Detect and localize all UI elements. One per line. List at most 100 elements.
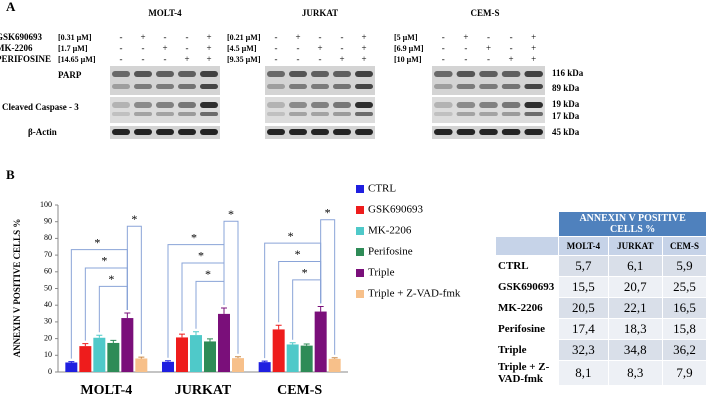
blot-band [479, 112, 498, 116]
blot-label: Cleaved Caspase - 3 [2, 102, 79, 112]
blot-band [434, 71, 453, 77]
marker-label: 89 kDa [552, 83, 580, 93]
significance-label: * [191, 230, 197, 244]
panel-label: A [6, 0, 16, 14]
treatment-sign: + [317, 43, 322, 53]
error-bar [235, 356, 241, 359]
treatment-sign: - [319, 54, 322, 64]
blot-box [432, 97, 545, 123]
x-tick-label: CEM-S [277, 383, 322, 398]
blot-band [156, 129, 174, 135]
blot-band [289, 102, 307, 108]
concentration: [0.21 µM] [227, 33, 261, 42]
y-tick-label: 60 [44, 267, 52, 276]
blot-box [110, 66, 220, 95]
blot-band [267, 84, 285, 89]
treatment-sign: - [297, 43, 300, 53]
significance-label: * [205, 267, 211, 281]
blot-box [432, 66, 545, 95]
significance-label: * [228, 207, 234, 221]
blot-band [156, 71, 174, 77]
significance-label: * [288, 229, 294, 243]
y-tick-label: 30 [44, 317, 52, 326]
treatment-sign: + [140, 32, 145, 42]
significance-bracket [181, 262, 225, 332]
marker-label: 116 kDa [552, 68, 584, 78]
error-bar [193, 331, 199, 336]
blot-band [178, 102, 196, 108]
bar [300, 345, 313, 372]
blot-band [501, 112, 521, 116]
treatment-sign: + [531, 54, 536, 64]
blot-band [178, 129, 196, 135]
cell: 20,5 [558, 297, 609, 319]
blot-band [178, 112, 196, 116]
blot-band [479, 129, 498, 135]
blot-band [112, 102, 130, 108]
error-bar [289, 342, 296, 345]
y-tick-label: 50 [44, 283, 52, 292]
treatment-sign: + [531, 43, 536, 53]
bar [272, 329, 285, 372]
bar [121, 318, 134, 372]
bar [135, 358, 148, 372]
treatment-sign: + [206, 54, 211, 64]
error-bar [110, 339, 117, 343]
blot-band [156, 112, 174, 116]
bar [190, 335, 202, 372]
significance-label: * [94, 235, 100, 249]
concentration: [4.5 µM] [227, 44, 257, 53]
blot-band [112, 129, 130, 135]
column-header: CEM-S [662, 236, 707, 256]
blot-band [289, 129, 307, 135]
blot-band [434, 102, 453, 108]
error-bar [221, 307, 227, 314]
blot-band [524, 112, 543, 116]
concentration: [9.35 µM] [227, 55, 261, 64]
cell-line-name: MOLT-4 [148, 8, 182, 18]
legend-swatch [356, 248, 364, 256]
treatment-sign: + [206, 43, 211, 53]
row-label: Triple + Z-VAD-fmk [494, 360, 560, 386]
legend-label: CTRL [368, 183, 396, 195]
treatment-sign: - [275, 54, 278, 64]
legend-label: Triple + Z-VAD-fmk [368, 288, 461, 300]
error-bar [138, 356, 145, 359]
table-row: Perifosine 17,4 18,3 15,8 [494, 318, 707, 340]
blot-band [479, 102, 498, 108]
table-row: Triple + Z-VAD-fmk 8,1 8,3 7,9 [494, 360, 707, 386]
y-axis-label: ANNEXIN V POSITIVE CELLS % [12, 219, 22, 358]
error-bar [68, 361, 75, 363]
concentration: [5 µM] [394, 33, 418, 42]
blot-band [456, 84, 476, 89]
blot-label: PARP [58, 70, 82, 80]
panel-label: B [6, 167, 15, 182]
treatment-name: PERIFOSINE [0, 54, 51, 64]
significance-label: * [131, 212, 137, 226]
marker-label: 45 kDa [552, 127, 580, 137]
legend-label: GSK690693 [368, 204, 424, 216]
concentration: [1.7 µM] [58, 44, 88, 53]
blot-label: β-Actin [28, 127, 57, 137]
table-row: CTRL 5,7 6,1 5,9 [494, 255, 707, 277]
treatment-sign: + [206, 32, 211, 42]
annexin-table: ANNEXIN V POSITIVE CELLS % MOLT-4 JURKAT C… [494, 211, 707, 386]
treatment-sign: - [164, 32, 167, 42]
significance-label: * [302, 266, 308, 280]
blot-band [479, 71, 498, 77]
legend-swatch [356, 206, 364, 214]
concentration: [14.65 µM] [58, 55, 96, 64]
y-tick-label: 20 [44, 333, 52, 342]
bar [328, 358, 341, 372]
blot-band [134, 129, 152, 135]
blot-band [134, 71, 152, 77]
bar [258, 362, 271, 372]
treatment-sign: + [339, 54, 344, 64]
bar [314, 311, 327, 372]
column-header: MOLT-4 [558, 236, 609, 256]
cell: 8,1 [558, 360, 609, 386]
blot-band [333, 102, 351, 108]
blot-band [524, 102, 543, 108]
treatment-sign: - [464, 54, 467, 64]
blot-band [200, 84, 218, 89]
